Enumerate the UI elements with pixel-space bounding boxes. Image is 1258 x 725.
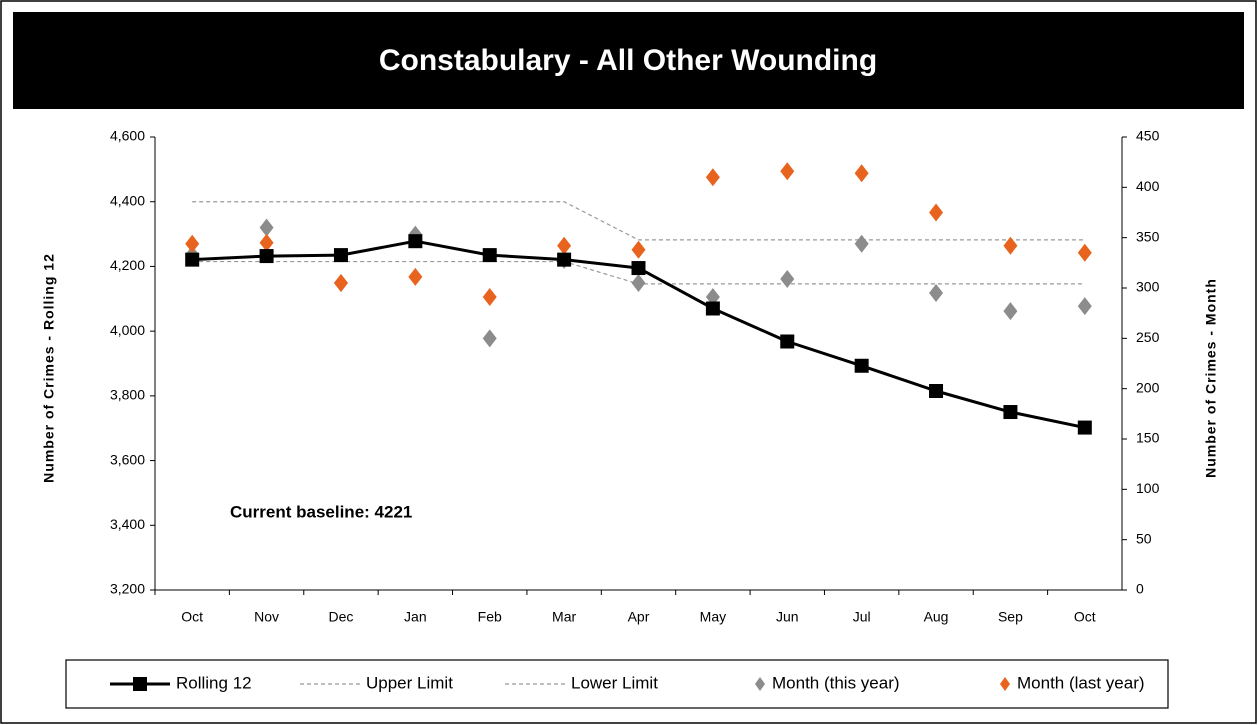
y-tick-label: 4,600: [110, 128, 145, 144]
y2-tick-label: 400: [1136, 178, 1160, 194]
y2-tick-label: 300: [1136, 279, 1160, 295]
series-marker: [259, 233, 274, 252]
series-marker: [1077, 420, 1092, 435]
y2-tick-label: 200: [1136, 379, 1160, 395]
x-tick-label: Dec: [329, 609, 354, 625]
series-marker: [854, 234, 869, 253]
series-marker: [557, 252, 572, 267]
series-marker: [705, 168, 720, 187]
y2-tick-label: 350: [1136, 228, 1160, 244]
y-tick-label: 3,400: [110, 516, 145, 532]
series-marker: [1077, 297, 1092, 316]
y2-tick-label: 150: [1136, 430, 1160, 446]
series-marker: [1003, 405, 1018, 420]
series-marker: [1003, 236, 1018, 255]
y-tick-label: 3,600: [110, 451, 145, 467]
y-tick-label: 3,800: [110, 387, 145, 403]
x-tick-label: May: [700, 609, 726, 625]
series-marker: [854, 164, 869, 183]
x-tick-label: Jul: [853, 609, 871, 625]
series-marker: [780, 162, 795, 181]
y-tick-label: 3,200: [110, 581, 145, 597]
series-marker: [929, 384, 944, 399]
legend: [65, 659, 1169, 709]
x-tick-label: Jan: [404, 609, 427, 625]
y-tick-label: 4,400: [110, 192, 145, 208]
series-marker: [185, 234, 200, 253]
y2-tick-label: 50: [1136, 530, 1152, 546]
series-marker: [705, 301, 720, 316]
x-tick-label: Oct: [181, 609, 203, 625]
x-tick-label: Sep: [998, 609, 1023, 625]
y-axis-title: Number of Crimes - Rolling 12: [41, 253, 57, 483]
x-tick-label: Mar: [552, 609, 576, 625]
series-marker: [631, 273, 646, 292]
x-tick-label: Feb: [478, 609, 502, 625]
legend-label: Month (last year): [1017, 673, 1145, 692]
legend-label: Lower Limit: [571, 673, 658, 692]
legend-swatch: [1000, 677, 1010, 691]
y2-tick-label: 250: [1136, 329, 1160, 345]
series-marker: [631, 261, 646, 276]
annotation: Current baseline: 4221: [230, 502, 412, 521]
y2-tick-label: 450: [1136, 128, 1160, 144]
series-marker: [780, 269, 795, 288]
x-tick-label: Aug: [924, 609, 949, 625]
legend-label: Month (this year): [772, 673, 900, 692]
series-marker: [482, 288, 497, 307]
y2-tick-label: 100: [1136, 480, 1160, 496]
legend-label: Upper Limit: [366, 673, 453, 692]
series-marker: [185, 252, 200, 267]
legend-swatch: [133, 677, 147, 691]
series-marker: [259, 249, 274, 264]
series-marker: [631, 240, 646, 259]
series-marker: [929, 284, 944, 303]
x-tick-label: Oct: [1074, 609, 1096, 625]
series-marker: [854, 358, 869, 373]
series-marker: [482, 248, 497, 263]
series-marker: [1003, 302, 1018, 321]
y2-axis-title: Number of Crimes - Month: [1203, 278, 1219, 478]
series-marker: [259, 218, 274, 237]
legend-swatch: [755, 677, 765, 691]
y-tick-label: 4,200: [110, 257, 145, 273]
chart-title: Constabulary - All Other Wounding: [379, 44, 877, 77]
x-tick-label: Nov: [254, 609, 279, 625]
series-marker: [408, 267, 423, 286]
series-marker: [333, 273, 348, 292]
series-marker: [780, 334, 795, 349]
series-marker: [929, 203, 944, 222]
x-tick-label: Apr: [628, 609, 650, 625]
series-marker: [482, 329, 497, 348]
series-marker: [333, 248, 348, 263]
title-bar: [13, 12, 1244, 109]
legend-label: Rolling 12: [176, 673, 252, 692]
y-tick-label: 4,000: [110, 322, 145, 338]
y2-tick-label: 0: [1136, 581, 1144, 597]
series-marker: [408, 234, 423, 249]
series-line: [192, 201, 1085, 241]
series-marker: [1077, 243, 1092, 262]
x-tick-label: Jun: [776, 609, 799, 625]
series-marker: [557, 236, 572, 255]
